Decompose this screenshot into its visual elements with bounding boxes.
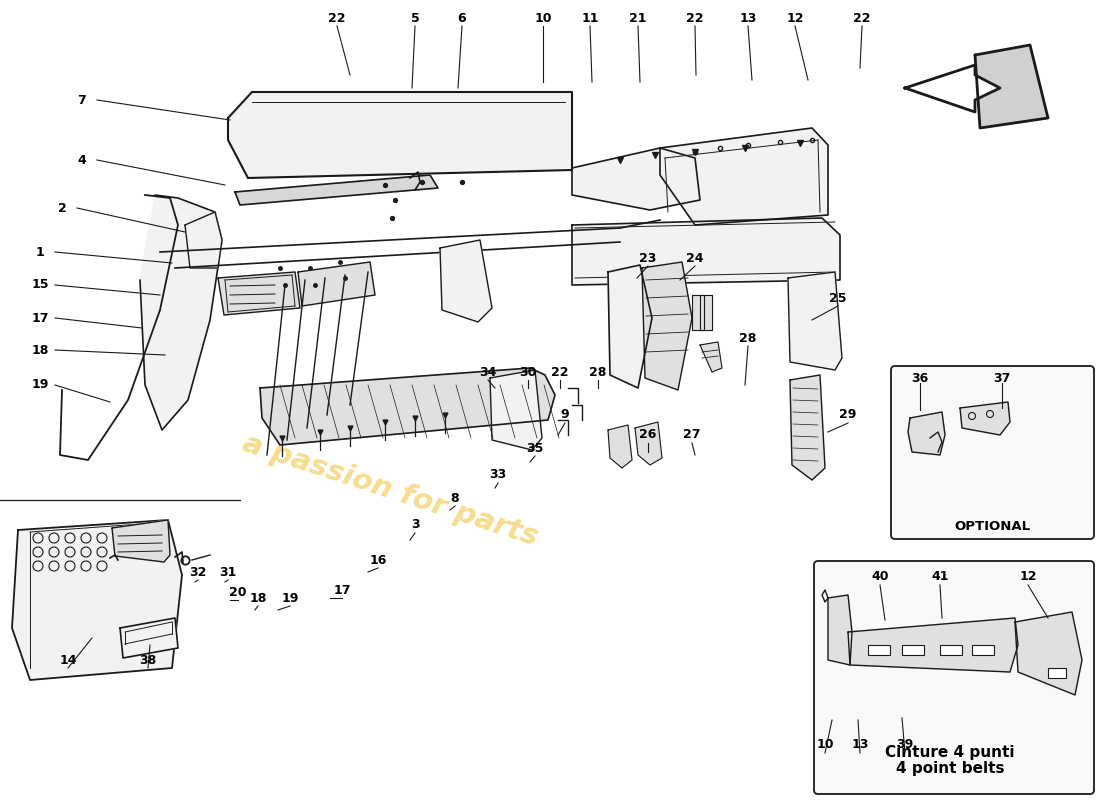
Text: 30: 30 xyxy=(519,366,537,378)
Polygon shape xyxy=(228,92,572,178)
Text: 36: 36 xyxy=(912,371,928,385)
Text: 33: 33 xyxy=(490,469,507,482)
Polygon shape xyxy=(700,342,722,372)
Bar xyxy=(868,645,890,655)
Polygon shape xyxy=(12,520,182,680)
Text: 35: 35 xyxy=(526,442,543,454)
Text: 17: 17 xyxy=(333,583,351,597)
Text: 16: 16 xyxy=(370,554,387,566)
Text: 19: 19 xyxy=(31,378,48,391)
Text: 11: 11 xyxy=(581,11,598,25)
Text: a passion for parts: a passion for parts xyxy=(239,429,541,551)
Text: 21: 21 xyxy=(629,11,647,25)
Text: 40: 40 xyxy=(871,570,889,583)
Text: 7: 7 xyxy=(78,94,87,106)
Text: 17: 17 xyxy=(31,311,48,325)
FancyBboxPatch shape xyxy=(891,366,1094,539)
Polygon shape xyxy=(490,370,542,450)
Text: 8: 8 xyxy=(451,491,460,505)
Text: 2: 2 xyxy=(57,202,66,214)
Polygon shape xyxy=(608,265,652,388)
Polygon shape xyxy=(635,422,662,465)
Polygon shape xyxy=(692,295,704,330)
Polygon shape xyxy=(112,520,170,562)
Text: 28: 28 xyxy=(590,366,607,378)
Polygon shape xyxy=(140,195,222,430)
Polygon shape xyxy=(235,175,438,205)
Polygon shape xyxy=(218,272,300,315)
Text: 19: 19 xyxy=(282,591,299,605)
Text: 4: 4 xyxy=(78,154,87,166)
Polygon shape xyxy=(1015,612,1082,695)
Polygon shape xyxy=(848,618,1018,672)
Polygon shape xyxy=(572,148,700,210)
Bar xyxy=(1048,668,1066,678)
Text: 29: 29 xyxy=(839,409,857,422)
Polygon shape xyxy=(660,128,828,225)
Text: 22: 22 xyxy=(854,11,871,25)
Text: Cinture 4 punti: Cinture 4 punti xyxy=(886,745,1014,759)
Polygon shape xyxy=(260,368,556,445)
Text: 13: 13 xyxy=(851,738,869,751)
Text: 38: 38 xyxy=(140,654,156,666)
Text: 27: 27 xyxy=(683,429,701,442)
Text: OPTIONAL: OPTIONAL xyxy=(954,521,1030,534)
Text: 25: 25 xyxy=(829,291,847,305)
Polygon shape xyxy=(572,218,840,285)
Text: 39: 39 xyxy=(896,738,914,751)
Polygon shape xyxy=(908,412,945,455)
Text: 13: 13 xyxy=(739,11,757,25)
Polygon shape xyxy=(608,425,632,468)
Text: 32: 32 xyxy=(189,566,207,578)
Text: 10: 10 xyxy=(535,11,552,25)
Polygon shape xyxy=(788,272,842,370)
Polygon shape xyxy=(790,375,825,480)
Polygon shape xyxy=(185,212,222,268)
Polygon shape xyxy=(120,618,178,658)
Polygon shape xyxy=(298,262,375,306)
Polygon shape xyxy=(960,402,1010,435)
Text: 34: 34 xyxy=(480,366,497,378)
Text: 28: 28 xyxy=(739,331,757,345)
Polygon shape xyxy=(828,595,852,665)
Text: 26: 26 xyxy=(639,429,657,442)
Text: 9: 9 xyxy=(561,409,570,422)
Polygon shape xyxy=(975,45,1048,128)
Text: 15: 15 xyxy=(31,278,48,291)
Text: 1: 1 xyxy=(35,246,44,258)
Text: 12: 12 xyxy=(1020,570,1036,583)
Bar xyxy=(902,645,924,655)
Text: 5: 5 xyxy=(410,11,419,25)
Polygon shape xyxy=(642,262,692,390)
Text: 6: 6 xyxy=(458,11,466,25)
Text: 14: 14 xyxy=(59,654,77,666)
Text: 24: 24 xyxy=(686,251,704,265)
Polygon shape xyxy=(700,295,712,330)
Text: 41: 41 xyxy=(932,570,948,583)
Text: 22: 22 xyxy=(328,11,345,25)
Text: 18: 18 xyxy=(31,343,48,357)
Text: 20: 20 xyxy=(229,586,246,598)
Bar xyxy=(940,645,962,655)
Text: 12: 12 xyxy=(786,11,804,25)
Polygon shape xyxy=(440,240,492,322)
Text: 22: 22 xyxy=(551,366,569,378)
FancyBboxPatch shape xyxy=(814,561,1094,794)
Text: 3: 3 xyxy=(410,518,419,531)
Text: 4 point belts: 4 point belts xyxy=(895,761,1004,775)
Text: 23: 23 xyxy=(639,251,657,265)
Text: 37: 37 xyxy=(993,371,1011,385)
Bar xyxy=(972,645,994,655)
Text: 31: 31 xyxy=(219,566,236,578)
Text: 22: 22 xyxy=(686,11,704,25)
Text: 18: 18 xyxy=(250,591,266,605)
Text: 10: 10 xyxy=(816,738,834,751)
Polygon shape xyxy=(905,65,1000,112)
